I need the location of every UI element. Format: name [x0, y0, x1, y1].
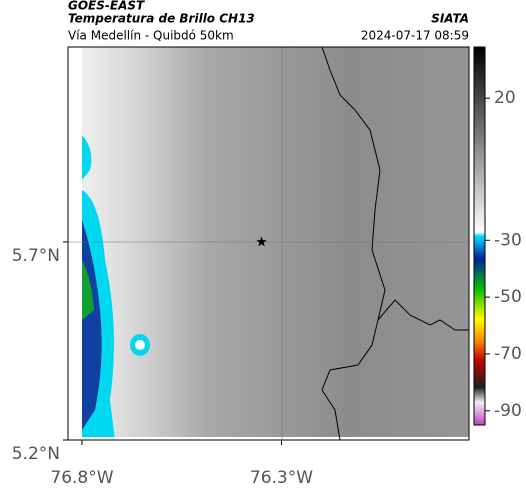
colorbar-tick-label: -70 [494, 344, 522, 364]
x-tick-label: 76.3°W [250, 468, 313, 488]
location-marker [256, 236, 267, 247]
x-tick-label: 76.8°W [50, 468, 113, 488]
colorbar [473, 46, 486, 426]
y-tick-label: 5.2°N [12, 444, 60, 464]
colorbar-tick-label: -90 [494, 401, 522, 421]
satellite: GOES-EAST [68, 0, 145, 13]
timestamp: 2024-07-17 08:59 [361, 29, 469, 43]
colorbar-tick-label: -50 [494, 287, 522, 307]
source: SIATA [431, 12, 469, 26]
title: Temperatura de Brillo CH13 [68, 12, 255, 26]
y-tick-label: 5.7°N [12, 246, 60, 266]
subtitle: Vía Medellín - Quibdó 50km [68, 29, 234, 43]
map-frame [67, 46, 470, 441]
colorbar-tick-label: 20 [494, 88, 516, 108]
satellite-image [68, 47, 469, 440]
colorbar-tick-label: -30 [494, 230, 522, 250]
